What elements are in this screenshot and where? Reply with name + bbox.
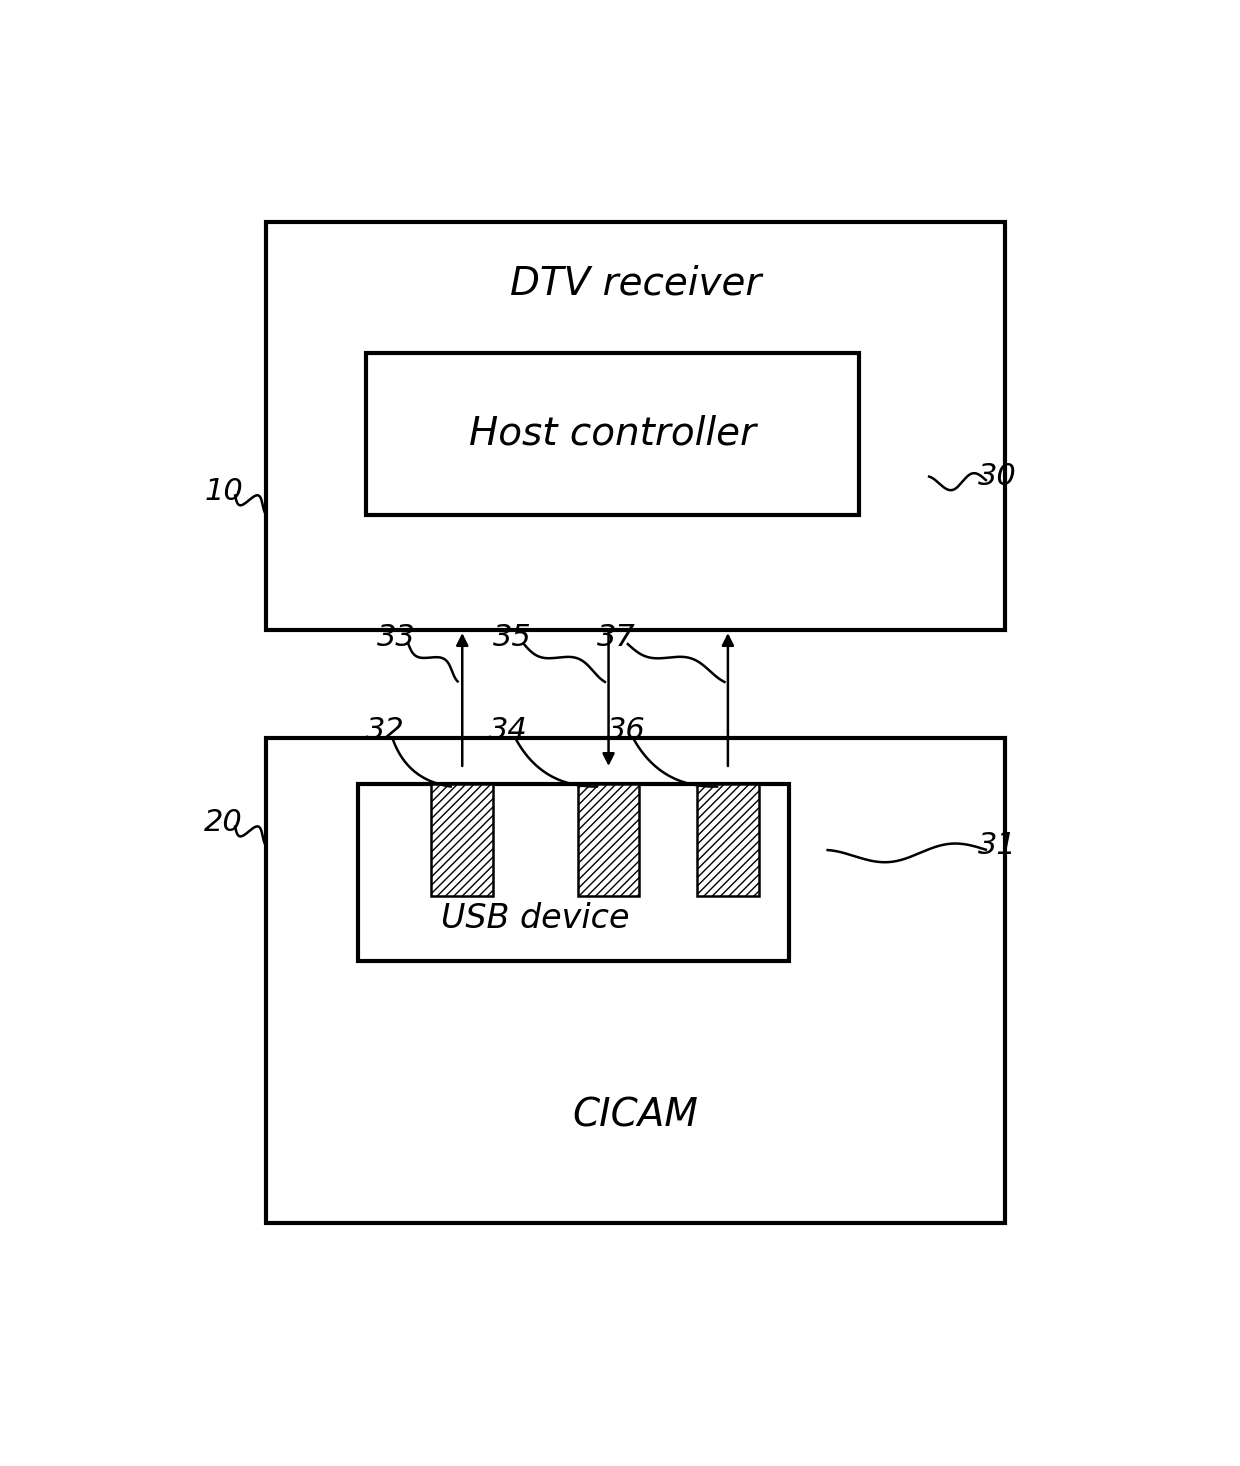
Text: 33: 33 — [377, 623, 417, 652]
Bar — [578, 784, 640, 896]
Bar — [265, 223, 1006, 630]
Bar — [697, 784, 759, 896]
Text: 10: 10 — [205, 476, 243, 506]
Text: USB device: USB device — [441, 903, 630, 935]
Text: 36: 36 — [606, 715, 646, 745]
Bar — [358, 784, 790, 962]
Text: 20: 20 — [205, 808, 243, 837]
Text: 35: 35 — [494, 623, 532, 652]
Text: 31: 31 — [978, 831, 1017, 861]
Bar — [366, 353, 859, 515]
Text: 32: 32 — [366, 715, 404, 745]
Text: CICAM: CICAM — [573, 1097, 698, 1135]
Text: 30: 30 — [978, 462, 1017, 491]
Text: 37: 37 — [596, 623, 636, 652]
Text: 34: 34 — [489, 715, 528, 745]
Bar — [432, 784, 494, 896]
Text: Host controller: Host controller — [469, 415, 756, 453]
Bar — [265, 737, 1006, 1223]
Text: DTV receiver: DTV receiver — [510, 265, 761, 302]
